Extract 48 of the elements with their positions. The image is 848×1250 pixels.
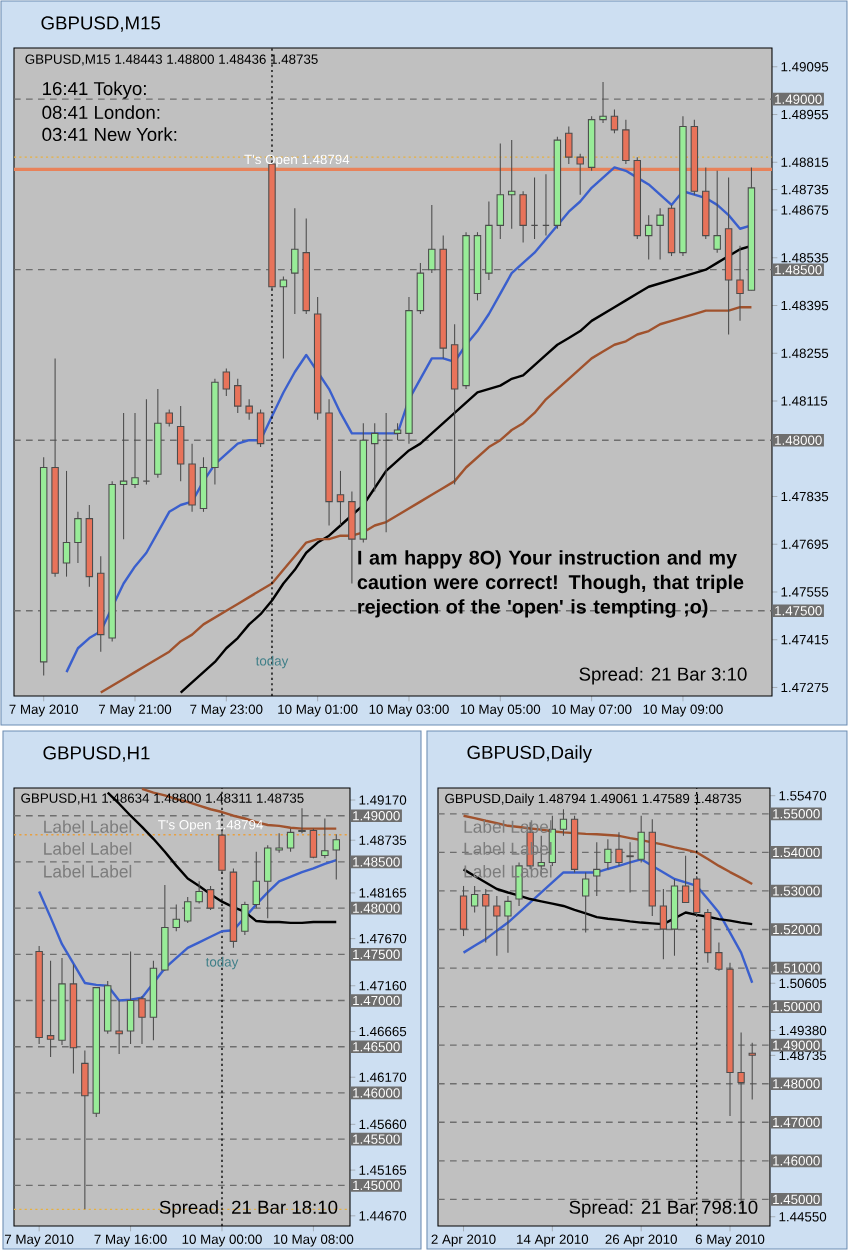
candlestick <box>559 808 568 837</box>
candlestick <box>450 323 459 486</box>
candlestick <box>131 412 139 489</box>
annotation: Label Label <box>44 842 132 855</box>
candlestick <box>370 422 379 492</box>
candlestick <box>599 81 607 124</box>
annotation: Spread: 21 Bar 798:10 <box>569 1200 758 1218</box>
candlestick <box>582 871 590 934</box>
annotation: 16:41 Tokyo: <box>43 81 146 99</box>
candlestick <box>610 108 619 134</box>
candlestick <box>587 115 596 172</box>
annotation: 03:41 New York: <box>42 127 177 142</box>
candlestick <box>416 262 425 315</box>
candlestick <box>279 275 288 359</box>
annotation: Spread: 21 Bar 3:10 <box>579 667 747 685</box>
annotation: Label Label <box>44 864 132 878</box>
candlestick <box>681 855 690 904</box>
candlestick <box>470 885 479 914</box>
candlestick <box>736 245 744 322</box>
annotation: Label Label <box>44 820 132 833</box>
candlestick <box>309 828 318 859</box>
candlestick <box>206 885 215 911</box>
candlestick <box>218 829 226 873</box>
candlestick <box>46 960 55 1058</box>
annotation: I am happy 8O) Your instruction and my caution were correct! Though, that triple rejection of the 'open' is tempting ;o) <box>357 550 744 618</box>
candlestick <box>138 995 146 1045</box>
candlestick <box>256 408 265 448</box>
candlestick <box>286 828 295 853</box>
candlestick <box>142 398 151 486</box>
candlestick <box>126 951 135 1045</box>
candlestick <box>593 841 601 897</box>
candlestick <box>659 888 668 960</box>
candlestick <box>62 470 71 578</box>
candlestick <box>482 888 490 944</box>
chart-title: GBPUSD,M15 <box>41 16 161 32</box>
candlestick <box>336 470 345 527</box>
annotation: 08:41 London: <box>42 105 160 120</box>
candlestick <box>667 204 676 257</box>
candlestick <box>298 807 306 834</box>
candlestick <box>670 878 679 957</box>
candlestick <box>119 412 128 540</box>
annotation: Spread: 21 Bar 18:10 <box>159 1200 338 1218</box>
candlestick <box>459 885 468 937</box>
candlestick <box>693 875 701 917</box>
candlestick <box>748 1042 756 1101</box>
chart-title: GBPUSD,Daily <box>467 745 592 763</box>
candlestick <box>199 456 208 513</box>
chart-title: GBPUSD,H1 <box>43 746 150 762</box>
